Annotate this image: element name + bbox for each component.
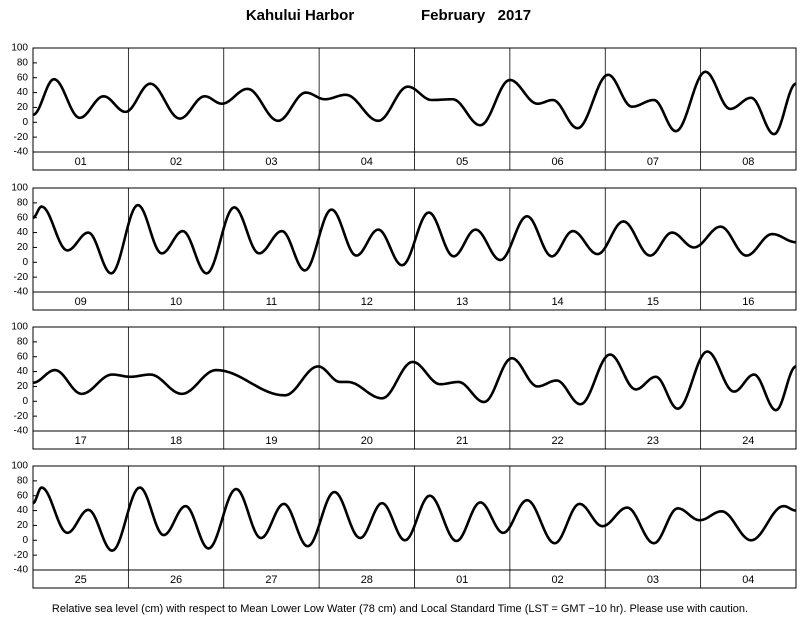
day-label: 27 <box>265 574 277 586</box>
day-label: 05 <box>456 156 468 168</box>
footer-note: Relative sea level (cm) with respect to … <box>52 603 748 615</box>
y-tick-label: 40 <box>17 227 29 238</box>
y-tick-label: -20 <box>14 272 29 283</box>
y-tick-label: 80 <box>17 336 29 347</box>
y-tick-label: 0 <box>22 396 28 407</box>
y-tick-label: -40 <box>14 147 29 158</box>
day-label: 08 <box>742 156 754 168</box>
y-tick-label: -40 <box>14 565 29 576</box>
y-tick-label: 20 <box>17 102 29 113</box>
day-label: 17 <box>75 435 87 447</box>
day-label: 19 <box>265 435 277 447</box>
y-tick-label: 40 <box>17 87 29 98</box>
y-tick-label: 40 <box>17 505 29 516</box>
y-tick-label: 100 <box>11 43 28 54</box>
day-label: 06 <box>551 156 563 168</box>
y-tick-label: 0 <box>22 535 28 546</box>
day-label: 22 <box>551 435 563 447</box>
day-label: 20 <box>361 435 373 447</box>
day-label: 03 <box>647 574 659 586</box>
day-label: 03 <box>265 156 277 168</box>
tide-line <box>32 70 797 136</box>
y-tick-label: 0 <box>22 117 28 128</box>
day-label: 25 <box>75 574 87 586</box>
tide-line <box>32 350 797 412</box>
day-label: 28 <box>361 574 373 586</box>
day-label: 15 <box>647 296 659 308</box>
title: Kahului Harbor <box>246 7 355 24</box>
day-label: 09 <box>75 296 87 308</box>
day-label: 12 <box>361 296 373 308</box>
y-tick-label: 20 <box>17 520 29 531</box>
tide-line <box>32 486 797 552</box>
y-tick-label: 20 <box>17 381 29 392</box>
day-label: 04 <box>361 156 373 168</box>
y-tick-label: 80 <box>17 475 29 486</box>
day-label: 01 <box>75 156 87 168</box>
y-tick-label: 60 <box>17 72 29 83</box>
y-tick-label: -20 <box>14 550 29 561</box>
day-label: 23 <box>647 435 659 447</box>
day-label: 16 <box>742 296 754 308</box>
y-tick-label: 80 <box>17 57 29 68</box>
period: February 2017 <box>421 7 531 24</box>
day-label: 26 <box>170 574 182 586</box>
y-tick-label: 60 <box>17 351 29 362</box>
day-label: 11 <box>266 296 277 308</box>
day-label: 13 <box>456 296 468 308</box>
y-tick-label: -40 <box>14 426 29 437</box>
y-tick-label: -20 <box>14 132 29 143</box>
day-label: 02 <box>170 156 182 168</box>
y-tick-label: 60 <box>17 212 29 223</box>
y-tick-label: -20 <box>14 411 29 422</box>
y-tick-label: 60 <box>17 490 29 501</box>
y-tick-label: -40 <box>14 287 29 298</box>
day-label: 18 <box>170 435 182 447</box>
y-tick-label: 0 <box>22 257 28 268</box>
tide-line <box>32 203 797 275</box>
day-label: 10 <box>170 296 182 308</box>
y-tick-label: 40 <box>17 366 29 377</box>
y-tick-label: 100 <box>11 322 28 333</box>
y-tick-label: 80 <box>17 197 29 208</box>
day-label: 02 <box>551 574 563 586</box>
day-label: 01 <box>456 574 468 586</box>
day-label: 21 <box>456 435 468 447</box>
day-label: 07 <box>647 156 659 168</box>
y-tick-label: 100 <box>11 461 28 472</box>
y-tick-label: 20 <box>17 242 29 253</box>
day-label: 04 <box>742 574 754 586</box>
y-tick-label: 100 <box>11 183 28 194</box>
day-label: 14 <box>551 296 563 308</box>
day-label: 24 <box>742 435 754 447</box>
